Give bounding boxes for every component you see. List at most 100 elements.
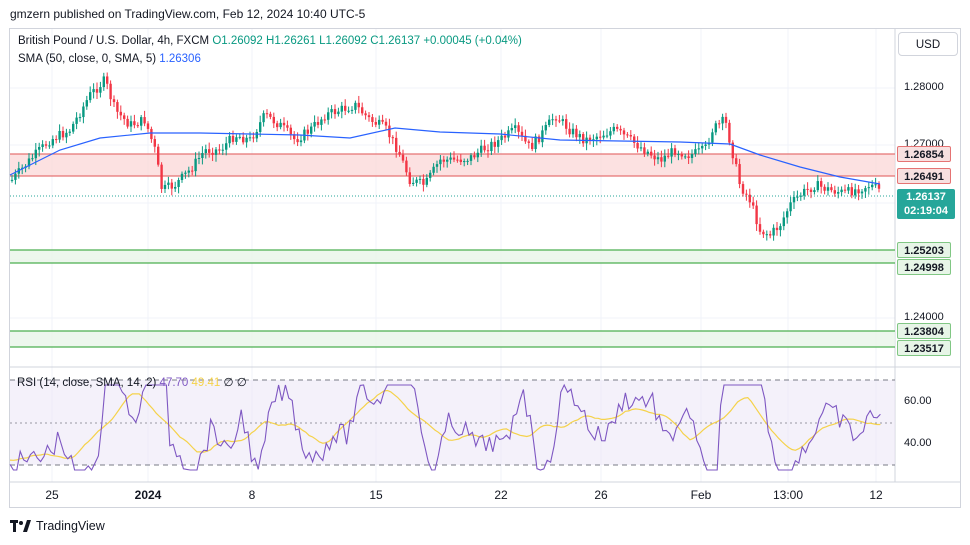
candle-body — [476, 152, 479, 158]
sma-legend[interactable]: SMA (50, close, 0, SMA, 5) 1.26306 — [18, 53, 201, 65]
candle-body — [109, 83, 112, 100]
candle-body — [316, 121, 320, 125]
candle-body — [242, 136, 245, 143]
candle-body — [728, 122, 731, 143]
sma-line — [9, 127, 881, 185]
rsi-sma-value: 49.41 — [191, 377, 221, 389]
candle-body — [480, 145, 483, 153]
candle-body — [225, 143, 228, 150]
candle-body — [398, 151, 401, 155]
bar-countdown: 02:19:04 — [903, 205, 949, 217]
candle-body — [619, 128, 622, 131]
symbol-legend[interactable]: British Pound / U.S. Dollar, 4h, FXCM O1… — [18, 35, 522, 47]
candle-body — [854, 189, 857, 196]
candle-body — [412, 182, 415, 184]
candle-body — [259, 122, 262, 132]
candle-body — [864, 188, 867, 192]
support-zone-1 — [10, 250, 895, 263]
candle-body — [745, 193, 748, 195]
candle-body — [554, 119, 558, 121]
candle-body — [388, 125, 391, 138]
candle-body — [718, 123, 721, 125]
candle-body — [344, 105, 347, 111]
candle-body — [486, 150, 490, 152]
candle-body — [167, 182, 170, 185]
candle-body — [483, 145, 486, 151]
candle-body — [157, 146, 160, 165]
candle-body — [374, 121, 377, 125]
candle-body — [806, 188, 809, 190]
candle-body — [762, 231, 765, 235]
candle-body — [449, 157, 452, 160]
chart-frame[interactable] — [9, 28, 961, 508]
footer-brand[interactable]: TradingView — [10, 519, 105, 533]
time-tick: 8 — [248, 488, 256, 502]
candle-body — [177, 179, 180, 187]
candle-body — [337, 111, 340, 115]
candle-body — [425, 177, 428, 185]
candle-body — [520, 131, 524, 136]
candle-body — [565, 119, 568, 129]
candle-body — [422, 178, 425, 185]
candle-body — [857, 189, 860, 194]
candle-body — [490, 141, 493, 152]
candle-body — [782, 217, 785, 227]
candle-body — [184, 172, 187, 174]
candle-body — [452, 157, 456, 160]
candle-body — [527, 141, 530, 143]
candle-body — [840, 189, 843, 193]
rsi-sma-line — [9, 389, 881, 461]
candle-body — [218, 149, 221, 151]
resistance-top-badge: 1.26854 — [897, 146, 951, 162]
candle-body — [160, 164, 163, 189]
candle-body — [238, 136, 241, 138]
candle-body — [163, 184, 167, 189]
candle-body — [350, 109, 354, 111]
candle-body — [755, 205, 758, 225]
candle-body — [463, 161, 466, 163]
candle-body — [204, 149, 207, 154]
rsi-value: 47.70 — [159, 377, 189, 389]
candle-body — [357, 102, 360, 108]
rsi-legend[interactable]: RSI (14, close, SMA, 14, 2) 47.70 49.41 … — [17, 375, 247, 389]
candle-body — [129, 121, 133, 127]
candle-body — [289, 127, 292, 135]
price-tick: 1.28000 — [904, 81, 944, 93]
candle-body — [446, 159, 449, 162]
candle-body — [656, 157, 660, 160]
currency-button[interactable]: USD — [898, 32, 958, 56]
candle-body — [456, 159, 459, 161]
candle-body — [721, 116, 724, 124]
candle-body — [741, 184, 745, 194]
candle-body — [687, 156, 690, 158]
candle-body — [714, 123, 717, 133]
candle-body — [537, 136, 541, 143]
time-tick: Feb — [690, 488, 712, 502]
candle-body — [769, 234, 772, 236]
candle-body — [75, 117, 78, 124]
support-1-top-badge: 1.25203 — [897, 242, 951, 258]
candle-body — [435, 164, 439, 167]
candle-body — [877, 184, 881, 189]
candle-body — [541, 130, 544, 143]
candle-body — [677, 153, 680, 155]
sma-label: SMA (50, close, 0, SMA, 5) — [18, 53, 157, 65]
candle-body — [140, 117, 143, 126]
time-tick: 26 — [594, 488, 608, 502]
candle-body — [660, 157, 663, 162]
candle-body — [626, 134, 629, 136]
candle-body — [517, 125, 520, 132]
time-tick: 12 — [869, 488, 883, 502]
candle-body — [799, 195, 802, 197]
candle-body — [507, 130, 510, 138]
candle-body — [510, 128, 513, 131]
candle-body — [187, 170, 190, 173]
candle-body — [670, 148, 673, 157]
candle-body — [235, 137, 238, 142]
candle-body — [208, 149, 211, 153]
candle-body — [646, 151, 649, 154]
candle-body — [694, 149, 697, 155]
candle-body — [711, 132, 714, 143]
candle-body — [41, 144, 44, 148]
